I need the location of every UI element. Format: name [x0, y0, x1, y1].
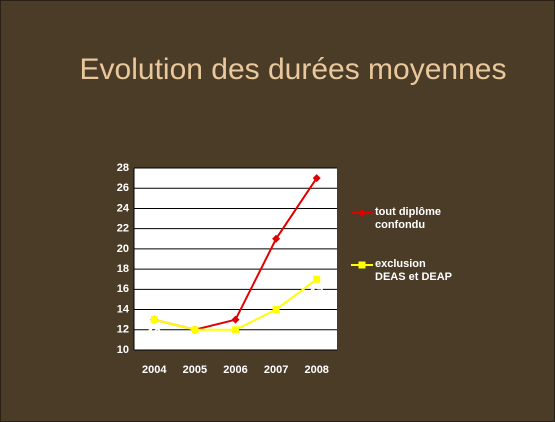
- point: [191, 326, 199, 334]
- x-tick-label: 2006: [223, 364, 247, 376]
- point: [312, 174, 321, 183]
- legend-marker: [358, 209, 366, 217]
- point: [150, 316, 158, 324]
- y-tick-label: 12: [117, 324, 129, 336]
- point: [272, 234, 281, 243]
- y-tick-label: 10: [117, 344, 129, 356]
- y-tick-label: 18: [117, 263, 129, 275]
- data-label: 13: [148, 326, 162, 340]
- x-tick-label: 2007: [264, 364, 288, 376]
- point: [232, 326, 239, 334]
- y-tick-label: 20: [117, 243, 129, 255]
- y-tick-label: 24: [117, 202, 130, 214]
- legend-label: tout diplôme confondu: [375, 206, 441, 231]
- point: [272, 306, 280, 314]
- y-tick-label: 14: [117, 303, 130, 315]
- x-tick-label: 2008: [304, 364, 328, 376]
- data-label: 17: [310, 285, 324, 299]
- chart-title: Evolution des durées moyennes: [80, 53, 507, 86]
- legend-label: exclusion DEAS et DEAP: [375, 258, 453, 283]
- y-tick-label: 26: [117, 182, 129, 194]
- y-tick-label: 16: [117, 283, 129, 295]
- data-label: 12: [188, 336, 202, 350]
- x-tick-label: 2005: [183, 364, 207, 376]
- legend-marker: [358, 261, 366, 269]
- data-label: 14: [269, 316, 283, 330]
- y-tick-label: 22: [117, 223, 129, 235]
- point: [313, 275, 321, 283]
- y-tick-label: 28: [117, 162, 129, 174]
- point: [231, 315, 240, 324]
- data-label: 12: [229, 336, 243, 350]
- x-tick-label: 2004: [142, 364, 167, 376]
